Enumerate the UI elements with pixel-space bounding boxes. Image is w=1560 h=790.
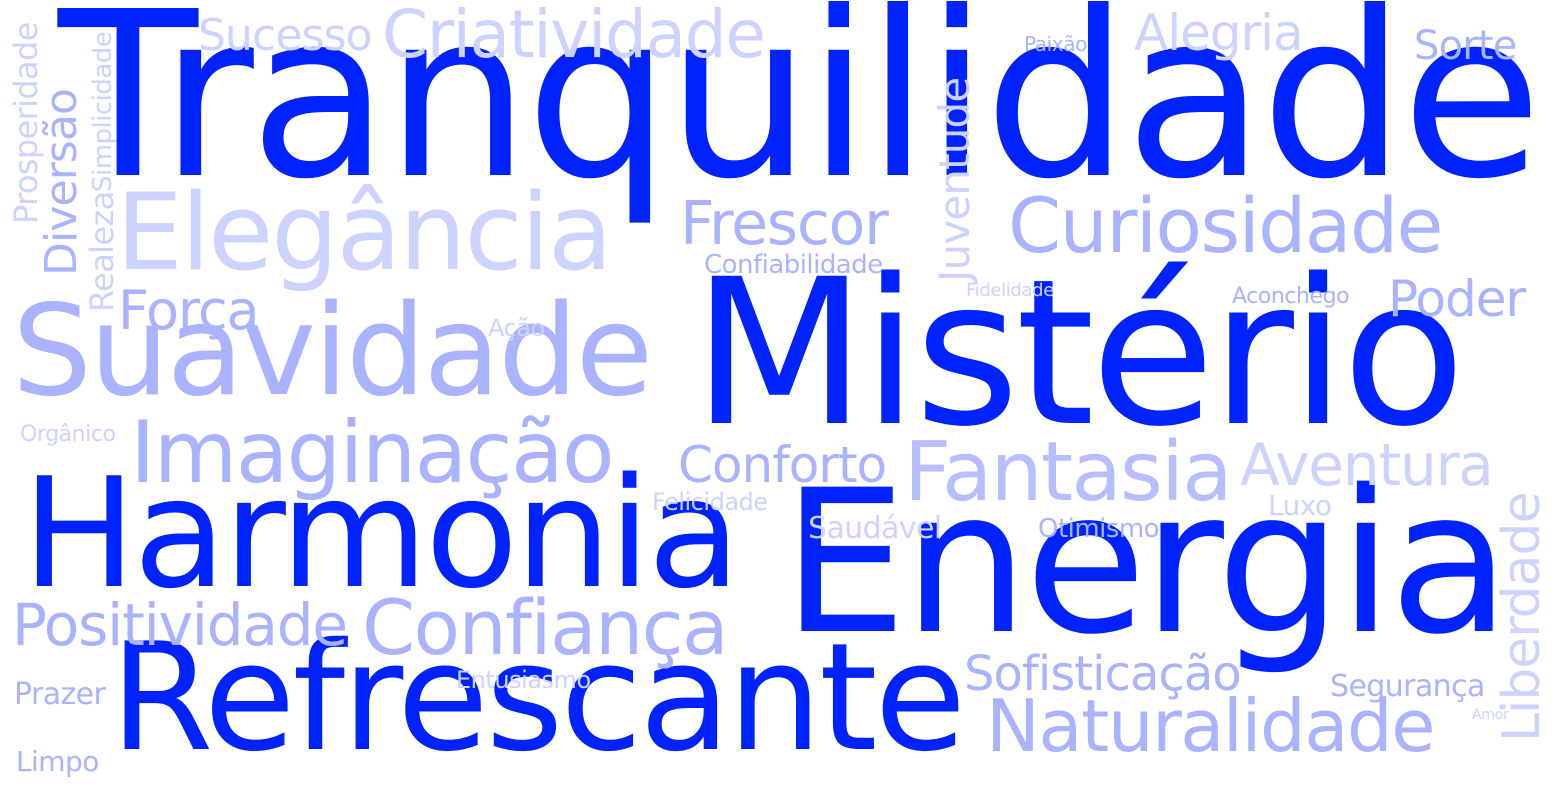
word-alegria: Alegria [1134,4,1304,62]
word-prosperidade: Prosperidade [7,22,45,224]
word-tranquilidade: Tranquilidade [58,0,1542,230]
word-harmonia: Harmonia [22,445,741,622]
word-aconchego: Aconchego [1232,284,1350,309]
word-felicidade: Felicidade [652,488,768,516]
word-suavidade: Suavidade [12,277,653,424]
word-prazer: Prazer [14,677,106,712]
word-refrescante: Refrescante [110,612,966,785]
word-elegancia: Elegância [116,171,613,294]
word-criatividade: Criatividade [382,0,766,73]
word-curiosidade: Curiosidade [1008,181,1443,270]
word-naturalidade: Naturalidade [986,684,1436,768]
word-otimismo: Otimismo [1038,514,1160,544]
word-poder: Poder [1388,270,1526,328]
word-sofisticacao: Sofisticação [964,646,1242,702]
word-amor: Amor [1472,707,1509,723]
word-entusiasmo: Entusiasmo [456,666,591,694]
word-juventude: Juventude [930,77,979,282]
word-fantasia: Fantasia [904,425,1233,520]
word-realeza: Realeza [83,191,121,312]
word-diversao: Diversão [36,88,87,276]
word-fidelidade: Fidelidade [966,280,1054,301]
word-forca: Força [118,279,260,342]
word-positividade: Positividade [12,591,348,659]
word-simplicidade: Simplicidade [88,31,118,192]
word-imaginacao: Imaginação [130,403,615,503]
word-luxo: Luxo [1268,489,1332,522]
word-saudavel: Saudável [808,511,942,546]
word-paixao: Paixão [1024,32,1087,56]
word-liberdade: Liberdade [1492,492,1552,742]
word-acao: Ação [488,314,545,342]
word-sorte: Sorte [1414,23,1517,69]
word-confianca: Confiança [362,583,729,672]
word-misterio: Mistério [692,235,1466,471]
word-aventura: Aventura [1240,431,1494,499]
word-energia: Energia [782,447,1511,678]
word-sucesso: Sucesso [198,10,373,61]
word-frescor: Frescor [680,189,889,259]
word-seguranca: Segurança [1330,669,1485,704]
word-organico: Orgânico [20,422,116,447]
word-confiabilidade: Confiabilidade [704,250,883,280]
word-conforto: Conforto [678,436,887,494]
word-limpo: Limpo [16,745,99,778]
